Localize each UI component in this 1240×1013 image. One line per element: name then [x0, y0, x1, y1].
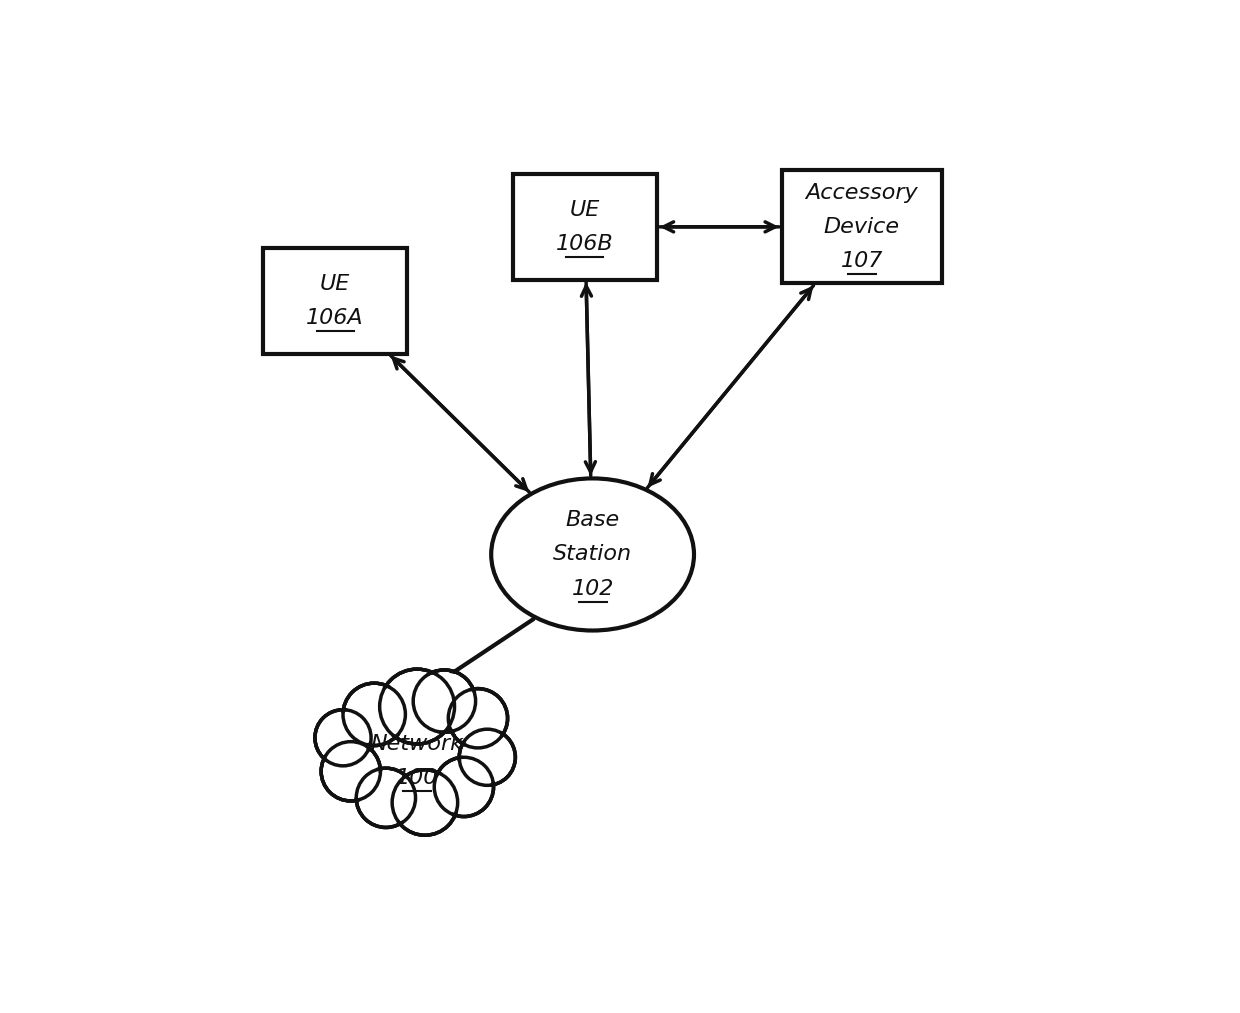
Circle shape	[319, 713, 368, 763]
Text: 100: 100	[396, 768, 438, 788]
Circle shape	[315, 710, 371, 766]
Bar	[263, 248, 408, 354]
Circle shape	[417, 674, 472, 728]
Circle shape	[321, 742, 381, 801]
Text: 106B: 106B	[556, 234, 614, 254]
Bar	[512, 174, 657, 280]
Text: UE: UE	[569, 200, 600, 220]
Ellipse shape	[491, 478, 694, 630]
Text: Accessory: Accessory	[806, 182, 918, 203]
Text: 102: 102	[572, 578, 614, 599]
Circle shape	[449, 689, 507, 748]
Circle shape	[360, 772, 412, 824]
Circle shape	[396, 774, 454, 832]
Circle shape	[392, 770, 458, 836]
Circle shape	[325, 746, 377, 797]
Circle shape	[317, 712, 368, 764]
Text: Network: Network	[371, 734, 464, 754]
Circle shape	[450, 691, 505, 746]
Circle shape	[463, 732, 512, 782]
Circle shape	[436, 760, 491, 814]
Bar	[781, 170, 941, 284]
Text: Device: Device	[823, 217, 900, 237]
Circle shape	[346, 686, 403, 744]
Circle shape	[413, 670, 476, 732]
Circle shape	[343, 683, 405, 746]
Circle shape	[347, 687, 402, 742]
Text: 107: 107	[841, 251, 883, 271]
Circle shape	[384, 674, 450, 739]
Circle shape	[358, 771, 413, 826]
Circle shape	[394, 772, 455, 833]
Circle shape	[356, 768, 415, 828]
Circle shape	[438, 761, 490, 813]
Circle shape	[379, 670, 455, 744]
Circle shape	[434, 758, 494, 816]
Circle shape	[461, 731, 513, 783]
Circle shape	[383, 672, 451, 742]
Circle shape	[415, 673, 474, 729]
Text: Base: Base	[565, 511, 620, 530]
Circle shape	[451, 692, 503, 745]
Text: 106A: 106A	[306, 308, 365, 328]
Text: Station: Station	[553, 544, 632, 564]
Text: UE: UE	[320, 274, 351, 294]
Circle shape	[459, 729, 516, 785]
Circle shape	[324, 744, 378, 798]
